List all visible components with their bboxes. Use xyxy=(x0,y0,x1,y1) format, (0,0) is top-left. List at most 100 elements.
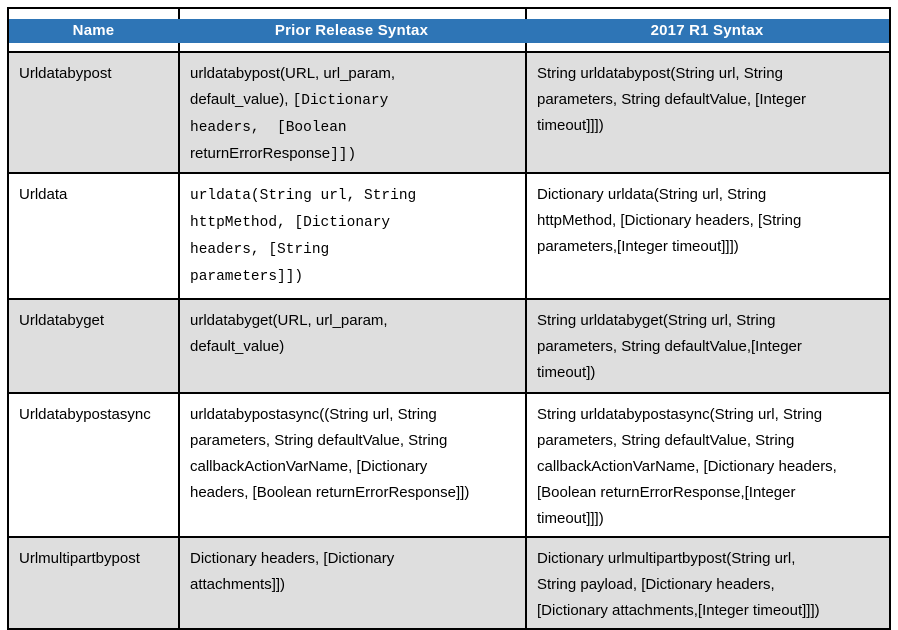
syntax-segment: parameters, String defaultValue,[Integer xyxy=(537,338,802,355)
table-body: Urldatabypost urldatabypost(URL, url_para… xyxy=(9,51,889,628)
syntax-line: httpMethod, [Dictionary headers, [String xyxy=(537,208,883,234)
syntax-segment: [Boolean returnErrorResponse,[Integer xyxy=(537,484,796,501)
prior-syntax-cell: urldatabypostasync((String url, String pa… xyxy=(178,394,525,536)
syntax-line: String urldatabypostasync(String url, St… xyxy=(537,402,883,428)
syntax-line: default_value), [Dictionary xyxy=(190,87,519,114)
syntax-comparison-table: Name Prior Release Syntax 2017 R1 Syntax… xyxy=(7,7,891,630)
syntax-line: default_value) xyxy=(190,334,519,360)
function-name: Urldatabyget xyxy=(19,312,105,329)
syntax-line: Dictionary headers, [Dictionary xyxy=(190,546,519,572)
syntax-line: Dictionary urldata(String url, String xyxy=(537,182,883,208)
prior-syntax-cell: urldatabypost(URL, url_param, default_val… xyxy=(178,53,525,172)
syntax-segment: returnErrorResponse xyxy=(190,145,331,162)
table-row: Urldata urldata(String url, String httpMet… xyxy=(9,172,889,298)
syntax-line: urldata(String url, String xyxy=(190,182,519,209)
mono-syntax-segment: headers, [String xyxy=(190,242,330,258)
name-cell: Urldatabypostasync xyxy=(9,394,178,536)
syntax-segment: headers, [Boolean returnErrorResponse]]) xyxy=(190,484,470,501)
function-name: Urldata xyxy=(19,186,68,203)
syntax-line: headers, [Boolean xyxy=(190,114,519,141)
syntax-segment: parameters, String defaultValue, String xyxy=(537,432,795,449)
r1-syntax-cell: String urldatabypostasync(String url, St… xyxy=(525,394,889,536)
syntax-line: attachments]]) xyxy=(190,572,519,598)
column-header-name: Name xyxy=(72,22,115,39)
syntax-line: [Dictionary attachments,[Integer timeout… xyxy=(537,598,883,624)
function-name: Urlmultipartbypost xyxy=(19,550,140,567)
mono-syntax-segment: headers, [Boolean xyxy=(190,120,347,136)
syntax-segment: String urldatabypostasync(String url, St… xyxy=(537,406,823,423)
name-cell: Urlmultipartbypost xyxy=(9,538,178,628)
name-cell: Urldata xyxy=(9,174,178,298)
mono-syntax-segment: httpMethod, [Dictionary xyxy=(190,215,391,231)
syntax-segment: parameters, String defaultValue, [Intege… xyxy=(537,91,807,108)
header-blue-band: Name Prior Release Syntax 2017 R1 Syntax xyxy=(9,19,889,43)
syntax-segment: parameters, String defaultValue, String xyxy=(190,432,448,449)
r1-syntax-cell: String urldatabyget(String url, String pa… xyxy=(525,300,889,392)
prior-syntax-cell: urldatabyget(URL, url_param, default_valu… xyxy=(178,300,525,392)
syntax-line: parameters, String defaultValue, String xyxy=(190,428,519,454)
syntax-segment: urldatabyget(URL, url_param, xyxy=(190,312,388,329)
syntax-line: timeout]]]) xyxy=(537,113,883,139)
function-name: Urldatabypostasync xyxy=(19,406,151,423)
syntax-segment: timeout]) xyxy=(537,364,596,381)
function-name: Urldatabypost xyxy=(19,65,112,82)
syntax-line: parameters, String defaultValue, String xyxy=(537,428,883,454)
syntax-line: parameters,[Integer timeout]]]) xyxy=(537,234,883,260)
column-header-2017-r1-syntax: 2017 R1 Syntax xyxy=(650,22,764,39)
syntax-line: Dictionary urlmultipartbypost(String url… xyxy=(537,546,883,572)
syntax-line: urldatabypost(URL, url_param, xyxy=(190,61,519,87)
syntax-line: parameters]]) xyxy=(190,263,519,290)
syntax-line: timeout]]]) xyxy=(537,506,883,532)
table-row: Urldatabypost urldatabypost(URL, url_para… xyxy=(9,51,889,172)
syntax-segment: callbackActionVarName, [Dictionary xyxy=(190,458,428,475)
name-cell: Urldatabypost xyxy=(9,53,178,172)
mono-syntax-segment: parameters]]) xyxy=(190,269,304,285)
syntax-line: parameters, String defaultValue, [Intege… xyxy=(537,87,883,113)
syntax-line: headers, [String xyxy=(190,236,519,263)
mono-syntax-segment: [Dictionary xyxy=(292,93,389,109)
syntax-segment: urldatabypostasync((String url, String xyxy=(190,406,437,423)
syntax-line: urldatabyget(URL, url_param, xyxy=(190,308,519,334)
table-header: Name Prior Release Syntax 2017 R1 Syntax xyxy=(9,9,889,51)
syntax-segment: Dictionary headers, [Dictionary xyxy=(190,550,395,567)
syntax-segment: Dictionary urldata(String url, String xyxy=(537,186,767,203)
syntax-segment: Dictionary urlmultipartbypost(String url… xyxy=(537,550,796,567)
syntax-segment: String payload, [Dictionary headers, xyxy=(537,576,775,593)
syntax-line: [Boolean returnErrorResponse,[Integer xyxy=(537,480,883,506)
syntax-line: String urldatabypost(String url, String xyxy=(537,61,883,87)
syntax-line: String payload, [Dictionary headers, xyxy=(537,572,883,598)
column-header-prior-release-syntax: Prior Release Syntax xyxy=(274,22,429,39)
syntax-line: String urldatabyget(String url, String xyxy=(537,308,883,334)
table-row: Urldatabyget urldatabyget(URL, url_param,… xyxy=(9,298,889,392)
table-row: Urldatabypostasync urldatabypostasync((St… xyxy=(9,392,889,536)
r1-syntax-cell: Dictionary urlmultipartbypost(String url… xyxy=(525,538,889,628)
prior-syntax-cell: urldata(String url, String httpMethod, [D… xyxy=(178,174,525,298)
syntax-line: callbackActionVarName, [Dictionary xyxy=(190,454,519,480)
syntax-line: headers, [Boolean returnErrorResponse]]) xyxy=(190,480,519,506)
syntax-segment: String urldatabyget(String url, String xyxy=(537,312,776,329)
syntax-segment: [Dictionary attachments,[Integer timeout… xyxy=(537,602,820,619)
name-cell: Urldatabyget xyxy=(9,300,178,392)
syntax-segment: parameters,[Integer timeout]]]) xyxy=(537,238,739,255)
syntax-segment: httpMethod, [Dictionary headers, [String xyxy=(537,212,802,229)
r1-syntax-cell: String urldatabypost(String url, String p… xyxy=(525,53,889,172)
syntax-segment: attachments]]) xyxy=(190,576,286,593)
syntax-line: returnErrorResponse]]) xyxy=(190,141,519,168)
syntax-segment: urldatabypost(URL, url_param, xyxy=(190,65,396,82)
syntax-line: urldatabypostasync((String url, String xyxy=(190,402,519,428)
mono-syntax-segment: ]]) xyxy=(330,147,357,163)
syntax-segment: default_value), xyxy=(190,91,293,108)
table-row: Urlmultipartbypost Dictionary headers, [D… xyxy=(9,536,889,628)
syntax-segment: callbackActionVarName, [Dictionary heade… xyxy=(537,458,837,475)
syntax-line: timeout]) xyxy=(537,360,883,386)
mono-syntax-segment: urldata(String url, String xyxy=(190,188,417,204)
syntax-line: callbackActionVarName, [Dictionary heade… xyxy=(537,454,883,480)
syntax-line: httpMethod, [Dictionary xyxy=(190,209,519,236)
syntax-segment: timeout]]]) xyxy=(537,510,604,527)
prior-syntax-cell: Dictionary headers, [Dictionary attachmen… xyxy=(178,538,525,628)
r1-syntax-cell: Dictionary urldata(String url, String htt… xyxy=(525,174,889,298)
syntax-segment: String urldatabypost(String url, String xyxy=(537,65,783,82)
syntax-segment: timeout]]]) xyxy=(537,117,604,134)
syntax-line: parameters, String defaultValue,[Integer xyxy=(537,334,883,360)
syntax-segment: default_value) xyxy=(190,338,285,355)
